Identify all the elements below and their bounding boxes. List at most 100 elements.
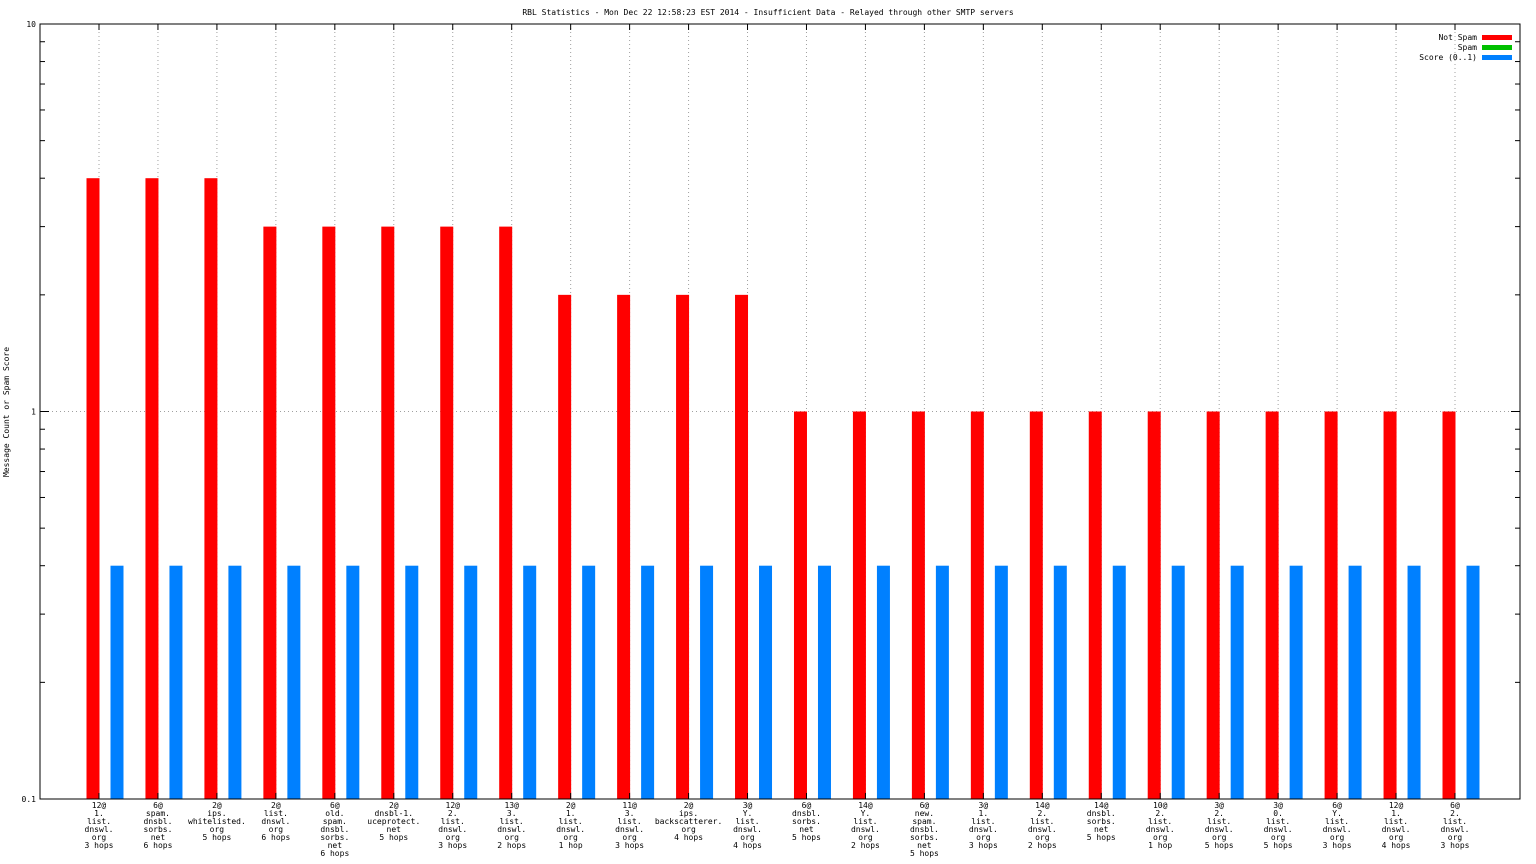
legend-swatch <box>1482 55 1512 60</box>
x-tick-label-line: dnsbl. <box>320 825 349 834</box>
x-tick-label-line: dnsbl. <box>910 825 939 834</box>
y-tick-label: 0.1 <box>22 795 37 804</box>
bar-score-0-1 <box>228 565 242 799</box>
x-tick-label-line: 3 hops <box>438 841 467 850</box>
x-tick-label-line: 3 hops <box>85 841 114 850</box>
x-tick-label-line: dnswl. <box>1441 825 1470 834</box>
bar-score-0-1 <box>582 565 596 799</box>
x-tick-label-line: org <box>1153 833 1168 842</box>
bar-score-0-1 <box>641 565 655 799</box>
x-tick-label-line: 6 hops <box>320 849 349 858</box>
x-tick-label-line: 1. <box>979 809 989 818</box>
x-tick-label: 2@ ips. backscatterer. org 4 hops <box>655 801 722 842</box>
x-tick-label-line: Y. <box>743 809 753 818</box>
x-tick-label-line: 12@ <box>446 801 461 810</box>
x-tick-label-line: sorbs. <box>144 825 173 834</box>
bar-not-spam <box>322 226 336 800</box>
x-tick-label: 3@ 0. list. dnswl. org 5 hops <box>1264 801 1293 850</box>
x-tick-label-line: Y. <box>1332 809 1342 818</box>
x-tick-label-line: 2 hops <box>1028 841 1057 850</box>
bar-not-spam <box>499 226 513 800</box>
bar-not-spam <box>1206 411 1220 799</box>
x-tick-label-line: net <box>917 841 932 850</box>
x-tick-label-line: spam. <box>146 809 170 818</box>
x-tick-label-line: 6 hops <box>144 841 173 850</box>
x-tick-label-line: dnswl. <box>1028 825 1057 834</box>
x-tick-label-line: 6@ <box>330 801 340 810</box>
x-tick-label-line: backscatterer. <box>655 817 722 826</box>
x-tick-label-line: net <box>328 841 343 850</box>
x-tick-label-line: ips. <box>207 809 226 818</box>
x-tick-label-line: dnswl. <box>438 825 467 834</box>
x-tick-label-line: 5 hops <box>202 833 231 842</box>
bar-score-0-1 <box>1289 565 1303 799</box>
bar-score-0-1 <box>1466 565 1480 799</box>
x-tick-label-line: 5 hops <box>1264 841 1293 850</box>
x-tick-label: 6@ Y. list. dnswl. org 3 hops <box>1323 801 1352 850</box>
x-tick-label-line: list. <box>1384 817 1408 826</box>
x-tick-label-line: net <box>799 825 814 834</box>
x-tick-label-line: org <box>1389 833 1404 842</box>
x-tick-label-line: dnsbl-1. <box>375 809 414 818</box>
x-tick-label-line: 2. <box>1214 809 1224 818</box>
x-tick-label-line: 3@ <box>743 801 753 810</box>
x-tick-label-line: 5 hops <box>1205 841 1234 850</box>
legend-swatch <box>1482 35 1512 40</box>
bar-not-spam <box>793 411 807 799</box>
x-tick-label-line: sorbs. <box>792 817 821 826</box>
bar-not-spam <box>1383 411 1397 799</box>
x-tick-label-line: dnswl. <box>733 825 762 834</box>
x-tick-label-line: list. <box>1148 817 1172 826</box>
x-tick-label-line: list. <box>735 817 759 826</box>
x-tick-label-line: whitelisted. <box>188 817 246 826</box>
x-tick-label-line: 2. <box>1155 809 1165 818</box>
x-tick-label-line: org <box>681 825 696 834</box>
x-tick-label: 6@ 2. list. dnswl. org 3 hops <box>1441 801 1470 850</box>
bars <box>86 178 1480 800</box>
x-tick-label-line: 11@ <box>622 801 637 810</box>
x-tick-label-line: 6@ <box>153 801 163 810</box>
grid-lines <box>40 24 1520 799</box>
bar-score-0-1 <box>1112 565 1126 799</box>
x-tick-label-line: 5 hops <box>1087 833 1116 842</box>
x-tick-label-line: dnsbl. <box>792 809 821 818</box>
x-tick-label: 14@ Y. list. dnswl. org 2 hops <box>851 801 880 850</box>
y-tick-label: 10 <box>26 20 36 29</box>
x-tick-label-line: 4 hops <box>674 833 703 842</box>
x-tick-label-line: sorbs. <box>1087 817 1116 826</box>
x-tick-label-line: org <box>1448 833 1463 842</box>
x-tick-label-line: 3 hops <box>1441 841 1470 850</box>
bar-not-spam <box>1147 411 1161 799</box>
x-tick-label-line: dnswl. <box>851 825 880 834</box>
x-tick-label-line: org <box>976 833 991 842</box>
x-tick-label-line: 12@ <box>1389 801 1404 810</box>
x-tick-label-line: 6@ <box>802 801 812 810</box>
x-tick-label-line: old. <box>325 809 344 818</box>
x-tick-label: 2@ list. dnswl. org 6 hops <box>261 801 290 842</box>
bar-not-spam <box>145 178 159 799</box>
x-tick-label-line: 12@ <box>92 801 107 810</box>
bar-score-0-1 <box>1348 565 1362 799</box>
x-tick-label-line: 0. <box>1273 809 1283 818</box>
x-tick-label-line: new. <box>915 809 934 818</box>
x-tick-label-line: list. <box>559 817 583 826</box>
bar-not-spam <box>440 226 454 800</box>
x-tick-label-line: list. <box>1443 817 1467 826</box>
bar-score-0-1 <box>110 565 124 799</box>
x-tick-label-line: 3@ <box>1273 801 1283 810</box>
x-tick-label-line: 6@ <box>1450 801 1460 810</box>
x-tick-label-line: 4 hops <box>1382 841 1411 850</box>
x-tick-label-line: 5 hops <box>792 833 821 842</box>
x-tick-label: 3@ 1. list. dnswl. org 3 hops <box>969 801 998 850</box>
x-tick-label-line: list. <box>1207 817 1231 826</box>
x-tick-label-line: 1 hop <box>559 841 583 850</box>
x-tick-label-line: spam. <box>912 817 936 826</box>
x-tick-label: 12@ 1. list. dnswl. org 4 hops <box>1382 801 1411 850</box>
x-tick-label-line: sorbs. <box>910 833 939 842</box>
x-tick-label-line: org <box>858 833 873 842</box>
x-tick-label-line: 6@ <box>920 801 930 810</box>
x-tick-label-line: dnswl. <box>1205 825 1234 834</box>
bar-not-spam <box>735 294 749 799</box>
x-tick-label-line: ips. <box>679 809 698 818</box>
